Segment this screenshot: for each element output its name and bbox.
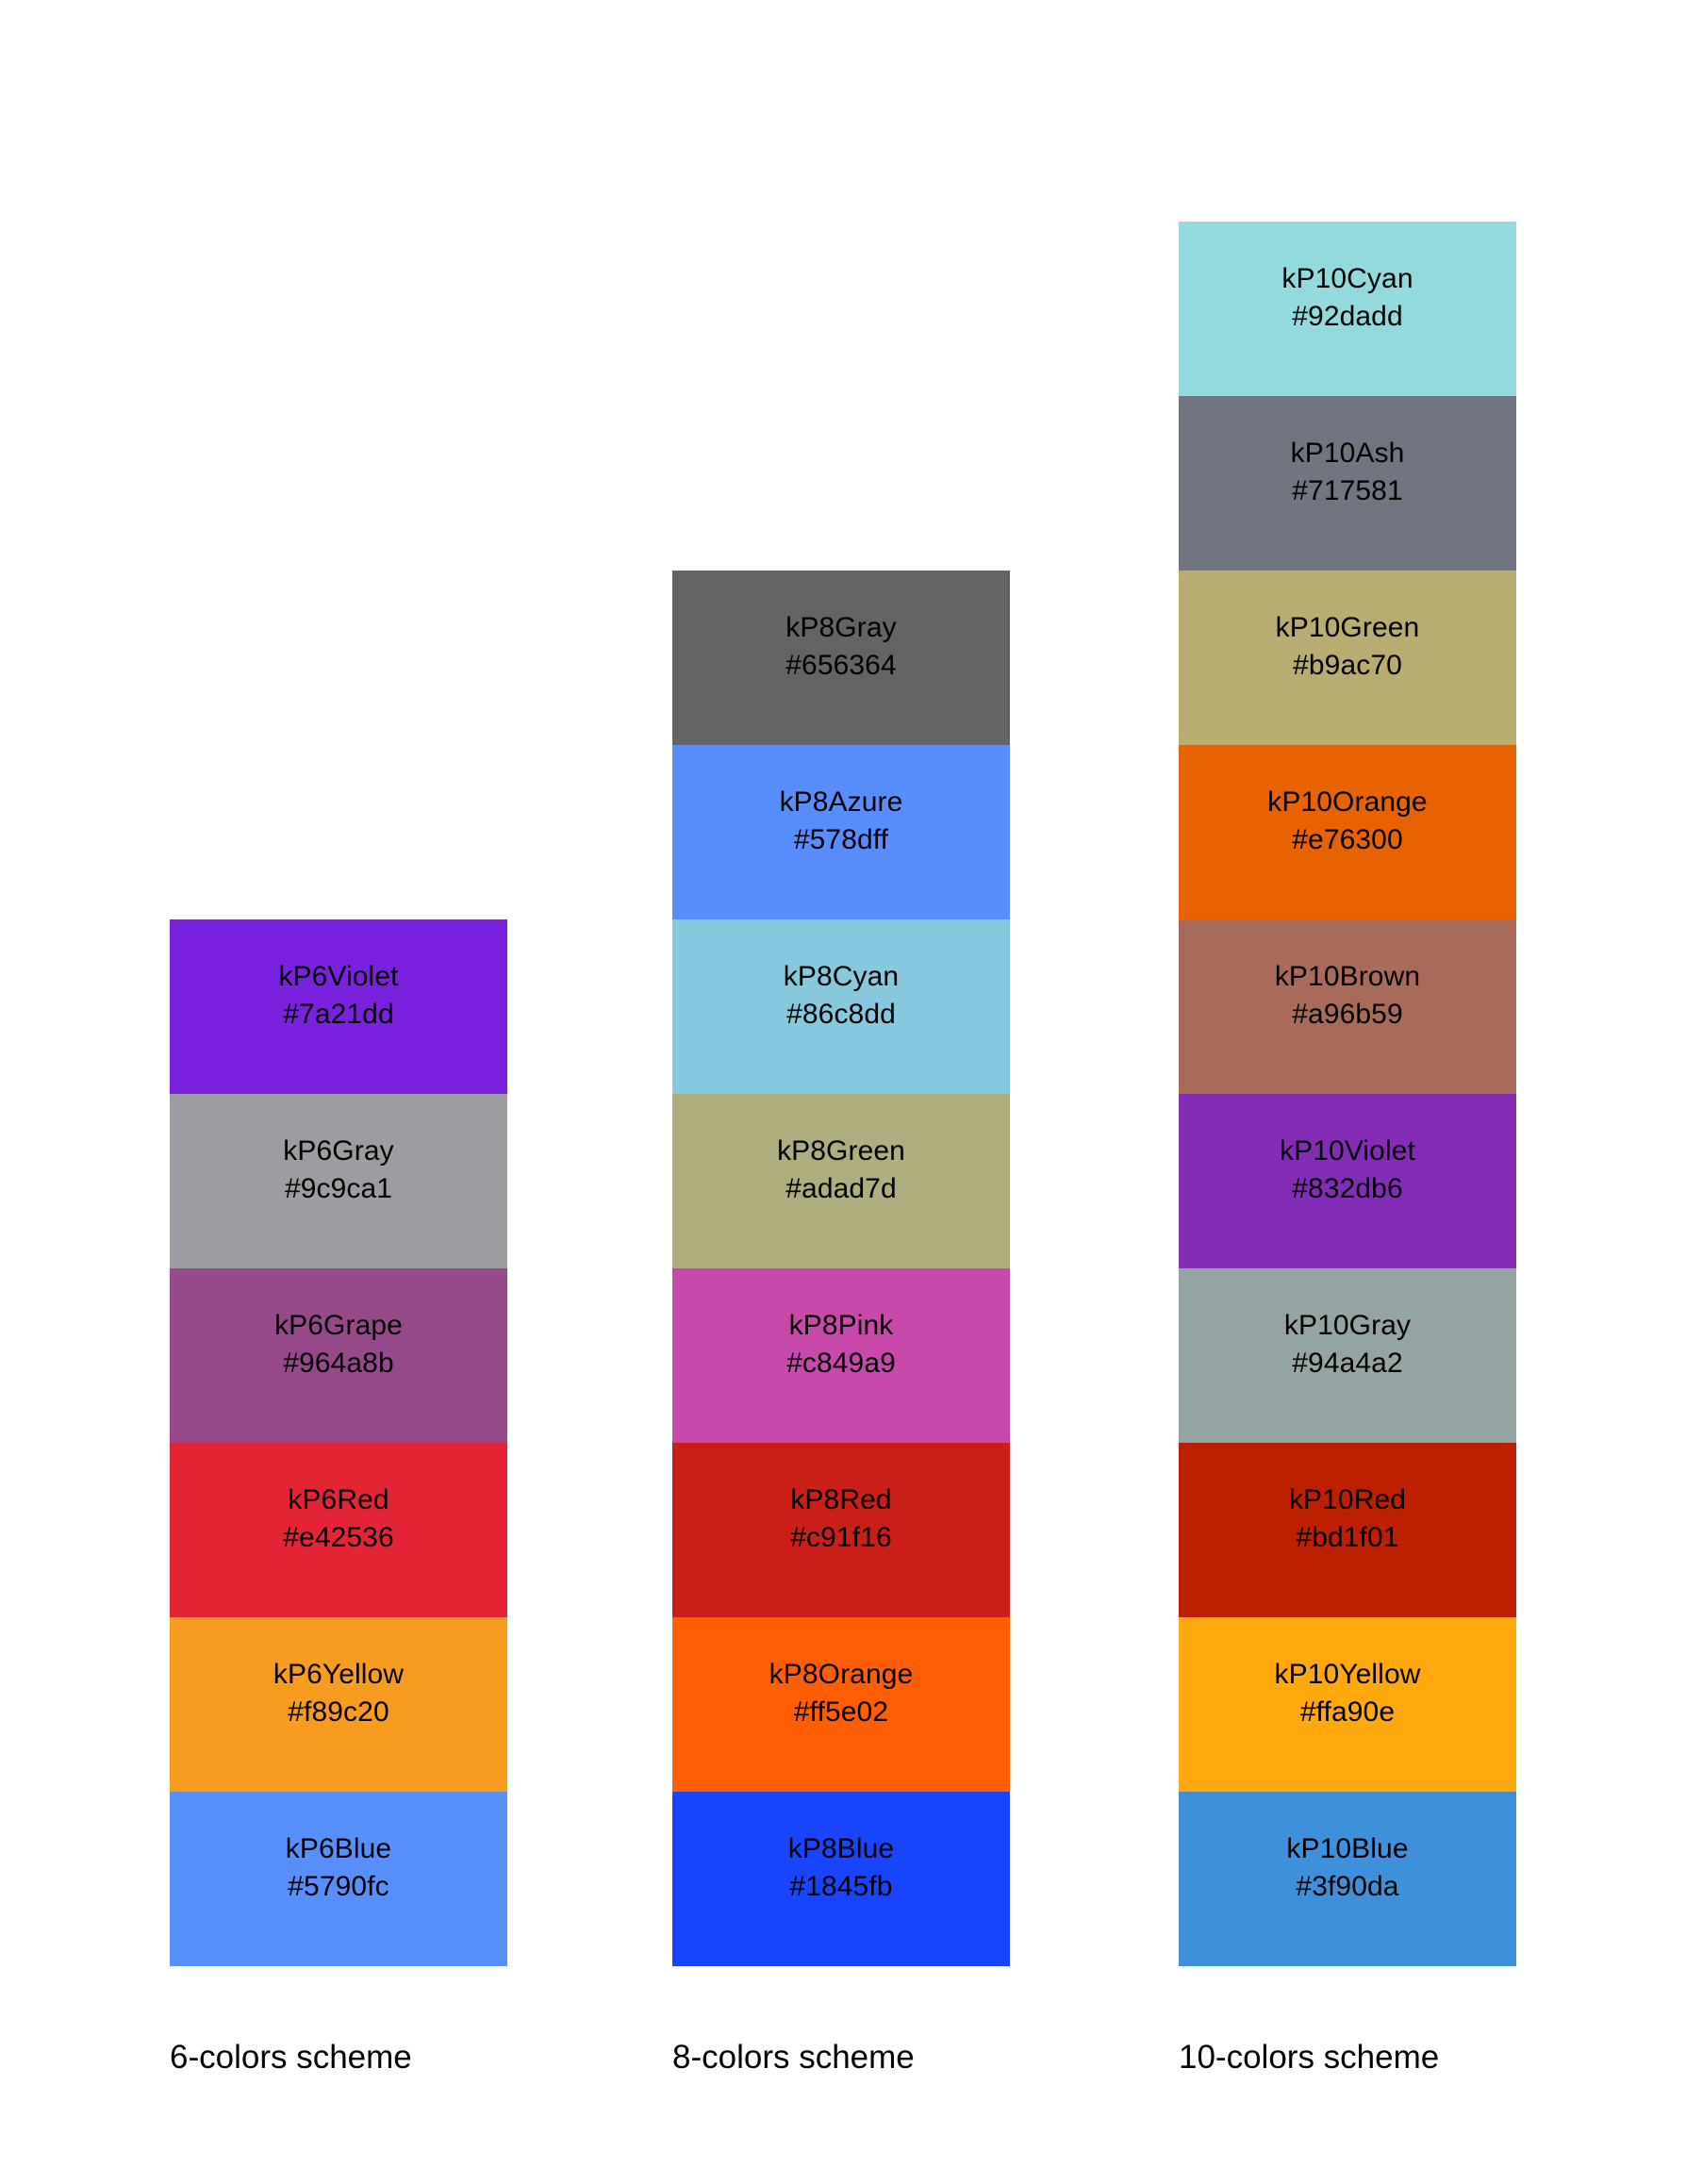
color-swatch[interactable]: kP6Blue #5790fc [170,1792,507,1966]
color-swatch[interactable]: kP10Violet #832db6 [1179,1094,1516,1268]
swatch-name-label: kP10Yellow [1274,1659,1421,1690]
swatch-name-label: kP6Grape [274,1310,403,1341]
swatch-hex-label: #656364 [785,650,897,681]
swatch-hex-label: #7a21dd [283,999,394,1030]
swatch-name-label: kP6Violet [278,961,399,992]
swatch-name-label: kP8Cyan [783,961,900,992]
color-swatch[interactable]: kP8Blue #1845fb [672,1792,1010,1966]
color-swatch[interactable]: kP10Blue #3f90da [1179,1792,1516,1966]
swatch-hex-label: #adad7d [785,1173,897,1204]
swatch-hex-label: #e76300 [1292,824,1403,855]
swatch-name-label: kP10Gray [1283,1310,1412,1341]
color-swatch[interactable]: kP8Azure #578dff [672,745,1010,919]
swatch-name-label: kP6Gray [283,1135,394,1166]
swatch-hex-label: #717581 [1292,475,1403,506]
swatch-name-label: kP10Ash [1290,438,1405,469]
swatch-name-label: kP10Violet [1280,1135,1415,1166]
color-swatch[interactable]: kP8Red #c91f16 [672,1443,1010,1617]
swatch-hex-label: #bd1f01 [1296,1522,1399,1553]
swatch-hex-label: #f89c20 [288,1696,389,1728]
swatch-name-label: kP10Red [1288,1484,1407,1515]
color-swatch[interactable]: kP10Green #b9ac70 [1179,571,1516,745]
color-swatch[interactable]: kP10Yellow #ffa90e [1179,1617,1516,1792]
swatch-hex-label: #a96b59 [1292,999,1403,1030]
color-swatch[interactable]: kP6Gray #9c9ca1 [170,1094,507,1268]
swatch-hex-label: #1845fb [789,1871,893,1902]
swatch-name-label: kP8Red [790,1484,892,1515]
swatch-hex-label: #832db6 [1292,1173,1403,1204]
swatch-hex-label: #e42536 [283,1522,394,1553]
swatch-name-label: kP8Blue [787,1833,895,1864]
swatch-name-label: kP8Gray [785,612,897,643]
swatch-hex-label: #5790fc [288,1871,389,1902]
color-swatch[interactable]: kP10Gray #94a4a2 [1179,1268,1516,1443]
swatch-name-label: kP10Green [1275,612,1420,643]
swatch-hex-label: #b9ac70 [1293,650,1402,681]
swatch-name-label: kP6Red [288,1484,389,1515]
swatch-hex-label: #ffa90e [1299,1696,1396,1728]
swatch-name-label: kP10Cyan [1281,263,1413,294]
scheme-column-6: kP6Violet #7a21dd kP6Gray #9c9ca1 kP6Grape #9… [170,919,507,1966]
swatch-name-label: kP10Orange [1267,786,1428,818]
color-swatch[interactable]: kP6Red #e42536 [170,1443,507,1617]
swatch-name-label: kP8Orange [769,1659,914,1690]
swatch-name-label: kP6Yellow [273,1659,405,1690]
swatch-name-label: kP10Brown [1274,961,1421,992]
color-swatch[interactable]: kP10Brown #a96b59 [1179,919,1516,1094]
swatch-name-label: kP6Blue [285,1833,392,1864]
scheme-caption-6: 6-colors scheme [170,2039,412,2076]
color-swatch[interactable]: kP6Grape #964a8b [170,1268,507,1443]
swatch-hex-label: #3f90da [1296,1871,1399,1902]
color-swatch[interactable]: kP10Orange #e76300 [1179,745,1516,919]
swatch-hex-label: #9c9ca1 [284,1173,393,1204]
color-swatch[interactable]: kP8Cyan #86c8dd [672,919,1010,1094]
color-swatch[interactable]: kP8Pink #c849a9 [672,1268,1010,1443]
swatch-name-label: kP10Blue [1286,1833,1409,1864]
scheme-caption-10: 10-colors scheme [1179,2039,1440,2076]
swatch-name-label: kP8Pink [788,1310,894,1341]
swatch-hex-label: #ff5e02 [793,1696,889,1728]
swatch-hex-label: #86c8dd [786,999,896,1030]
color-swatch[interactable]: kP10Ash #717581 [1179,396,1516,571]
color-swatch[interactable]: kP8Green #adad7d [672,1094,1010,1268]
color-swatch[interactable]: kP8Orange #ff5e02 [672,1617,1010,1792]
scheme-column-8: kP8Gray #656364 kP8Azure #578dff kP8Cyan #86c… [672,571,1010,1966]
color-swatch[interactable]: kP10Cyan #92dadd [1179,222,1516,396]
swatch-name-label: kP8Green [777,1135,905,1166]
swatch-name-label: kP8Azure [779,786,903,818]
swatch-hex-label: #c91f16 [790,1522,892,1553]
color-swatch[interactable]: kP10Red #bd1f01 [1179,1443,1516,1617]
swatch-hex-label: #92dadd [1292,301,1403,332]
swatch-hex-label: #94a4a2 [1292,1348,1403,1379]
color-swatch[interactable]: kP6Yellow #f89c20 [170,1617,507,1792]
color-swatch[interactable]: kP6Violet #7a21dd [170,919,507,1094]
color-swatch[interactable]: kP8Gray #656364 [672,571,1010,745]
scheme-caption-8: 8-colors scheme [672,2039,915,2076]
scheme-column-10: kP10Cyan #92dadd kP10Ash #717581 kP10Green #b… [1179,222,1516,1966]
swatch-hex-label: #578dff [793,824,889,855]
swatch-hex-label: #c849a9 [786,1348,896,1379]
swatch-hex-label: #964a8b [283,1348,394,1379]
